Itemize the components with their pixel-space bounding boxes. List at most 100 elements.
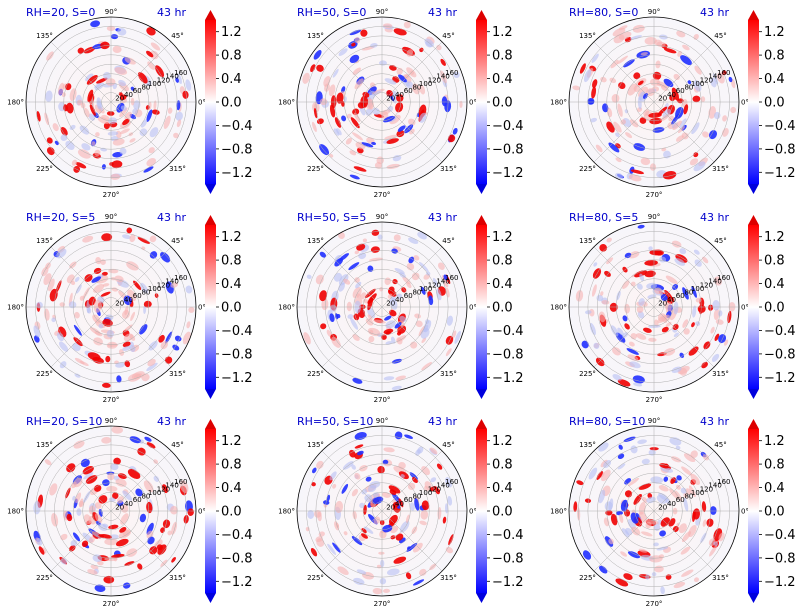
field-blob — [388, 485, 401, 494]
panel-time-label: 43 hr — [700, 6, 729, 19]
field-blob — [630, 169, 645, 175]
colorbar-extend-min — [205, 184, 216, 194]
angle-tick-label: 180° — [7, 99, 24, 107]
field-blob — [73, 440, 85, 449]
field-blob — [693, 161, 706, 172]
field-blob — [711, 353, 720, 362]
field-blob — [400, 474, 405, 478]
field-blob — [383, 328, 394, 335]
angle-tick-label: 45° — [442, 32, 454, 40]
field-blob — [417, 446, 424, 454]
field-blob — [617, 463, 626, 470]
field-blob — [71, 159, 78, 166]
field-blob — [384, 134, 398, 140]
field-blob — [367, 314, 373, 320]
field-blob — [402, 276, 411, 285]
field-blob — [663, 476, 669, 482]
field-blob — [669, 488, 679, 500]
radial-tick-label: 60 — [676, 496, 685, 504]
colorbar-tick-label: 0.0 — [492, 96, 513, 111]
field-blob — [442, 516, 447, 524]
field-blob — [683, 492, 688, 498]
radial-tick-label: 160 — [445, 69, 458, 77]
field-blob — [85, 73, 94, 82]
field-blob — [695, 321, 701, 326]
field-blob — [316, 538, 325, 547]
colorbar-tick-label: −0.4 — [221, 119, 253, 134]
field-blob — [596, 471, 603, 480]
field-blob — [338, 48, 348, 56]
field-blob — [72, 532, 81, 542]
field-blob — [649, 163, 657, 171]
field-blob — [88, 113, 96, 121]
field-blob — [349, 29, 362, 36]
colorbar-body — [205, 20, 216, 184]
field-blob — [102, 479, 110, 487]
field-blob — [381, 492, 391, 498]
radial-tick-label: 100 — [419, 80, 432, 88]
field-blob — [176, 73, 182, 85]
colorbar-tick-label: −0.8 — [764, 347, 796, 362]
angular-gridline — [321, 101, 383, 163]
angle-tick-label: 0° — [469, 304, 477, 312]
field-blob — [609, 302, 618, 312]
field-blob — [74, 311, 80, 319]
angle-tick-label: 315° — [169, 370, 186, 378]
radial-tick-label: 160 — [717, 478, 730, 486]
field-blob — [46, 51, 54, 61]
angle-tick-label: 270° — [103, 191, 120, 199]
field-blob — [723, 339, 729, 346]
panel-time-label: 43 hr — [428, 6, 457, 19]
field-blob — [406, 49, 414, 57]
field-blob — [445, 287, 450, 298]
radial-tick-label: 20 — [658, 94, 667, 102]
field-blob — [624, 323, 630, 330]
field-blob — [52, 123, 59, 132]
field-blob — [405, 514, 410, 523]
field-blob — [600, 76, 607, 83]
field-blob — [633, 72, 641, 80]
field-blob — [689, 158, 699, 166]
panel-time-label: 43 hr — [428, 415, 457, 428]
field-blob — [640, 52, 648, 56]
field-blob — [115, 362, 126, 368]
field-blob — [106, 485, 118, 492]
field-blob — [122, 118, 130, 126]
field-blob — [641, 458, 650, 465]
field-blob — [47, 278, 55, 292]
field-blob — [610, 59, 619, 69]
field-blob — [367, 293, 377, 304]
field-blob — [421, 500, 430, 511]
field-blob — [126, 227, 133, 234]
field-blob — [310, 548, 318, 557]
angular-gridline — [110, 510, 172, 572]
field-blob — [702, 519, 707, 527]
field-blob — [579, 63, 586, 74]
radial-tick-label: 100 — [691, 489, 704, 497]
field-blob — [317, 511, 322, 522]
field-blob — [663, 348, 676, 356]
field-blob — [386, 138, 399, 144]
field-blob — [122, 234, 131, 239]
radial-tick-label: 100 — [691, 285, 704, 293]
field-blob — [117, 473, 127, 479]
field-blob — [683, 497, 689, 512]
field-blob — [404, 73, 410, 79]
field-blob — [84, 274, 93, 282]
angle-tick-label: 90° — [105, 8, 117, 16]
field-blob — [374, 161, 383, 169]
field-blob — [627, 477, 640, 487]
field-blob — [641, 531, 653, 537]
colorbar-extend-max — [476, 419, 487, 429]
field-blob — [108, 497, 116, 502]
field-blob — [396, 130, 405, 138]
field-blob — [441, 275, 449, 288]
radial-tick-label: 20 — [115, 94, 124, 102]
field-blob — [576, 480, 584, 486]
angle-tick-label: 45° — [714, 237, 726, 245]
field-blob — [319, 144, 330, 156]
field-blob — [176, 100, 181, 111]
field-blob — [370, 43, 378, 48]
colorbar-tick-label: −0.4 — [492, 528, 524, 543]
angle-tick-label: 270° — [103, 396, 120, 404]
